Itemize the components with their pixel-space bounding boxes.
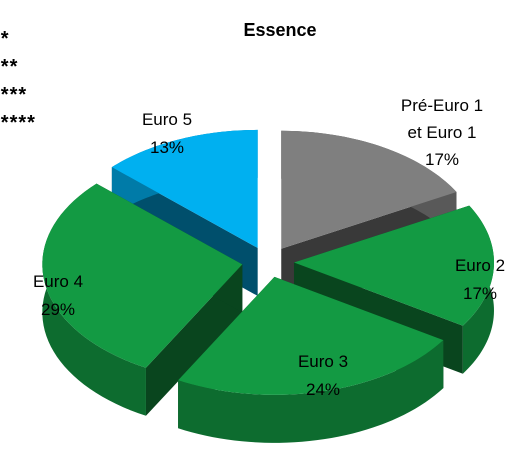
slice-label: Euro 2 17% xyxy=(430,252,530,308)
slice-top xyxy=(281,130,457,249)
slice-top xyxy=(293,205,494,326)
slice-label: Euro 5 13% xyxy=(112,106,222,162)
category-label: Pré-Euro 1 et Euro 1 xyxy=(400,96,484,142)
category-label: Euro 4 xyxy=(32,272,84,291)
slice-label: Euro 3 24% xyxy=(268,348,378,404)
slice-top xyxy=(42,183,243,368)
slice-label: Euro 4 29% xyxy=(8,268,108,324)
value-label: 13% xyxy=(149,138,185,157)
legend-fragment: ***** xyxy=(0,112,36,134)
value-label: 24% xyxy=(305,380,341,399)
slice-top xyxy=(111,129,258,248)
category-label: Euro 2 xyxy=(454,256,506,275)
value-label: 17% xyxy=(462,284,498,303)
slice-side xyxy=(145,264,243,416)
value-label: 29% xyxy=(40,300,76,319)
pie-slice xyxy=(178,276,444,443)
slice-wall xyxy=(178,340,444,443)
legend-fragment: * xyxy=(0,0,1,19)
legend-fragment: ** xyxy=(0,28,10,50)
slice-label: Pré-Euro 1 et Euro 1 17% xyxy=(400,92,484,173)
legend-fragment: *** xyxy=(0,56,19,78)
category-label: Euro 3 xyxy=(297,352,349,371)
value-label: 17% xyxy=(424,150,460,169)
category-label: Euro 5 xyxy=(141,110,193,129)
legend-fragment: **** xyxy=(0,84,28,106)
pie-slice xyxy=(42,183,243,416)
chart-title: Essence xyxy=(243,20,317,40)
slice-top xyxy=(178,276,444,395)
